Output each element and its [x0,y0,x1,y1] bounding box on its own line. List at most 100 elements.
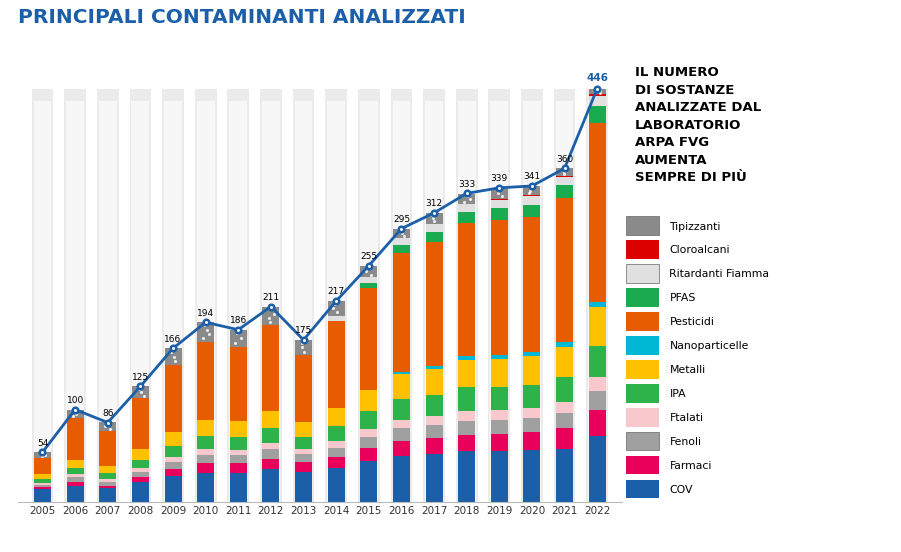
Bar [130,88,151,502]
Bar [521,88,542,502]
Bar [393,456,410,502]
Bar [556,347,573,378]
Text: 125: 125 [132,373,149,382]
Bar [230,330,247,347]
Bar [327,101,345,502]
Text: 100: 100 [67,396,84,405]
Bar [556,101,574,502]
Bar [523,356,541,385]
Bar [262,411,279,428]
Bar [328,426,345,441]
Bar [425,101,443,502]
Bar [626,456,659,474]
Bar [132,449,149,460]
Bar [491,208,508,220]
Text: 217: 217 [328,288,345,296]
Bar [34,474,51,479]
Bar [393,253,410,371]
Bar [328,448,345,457]
Bar [491,199,508,200]
Bar [328,301,345,316]
Bar [295,422,312,437]
Bar [262,101,280,502]
Bar [360,461,378,502]
Bar [491,452,508,502]
Text: 186: 186 [230,316,247,325]
Bar [164,101,182,502]
Bar [328,468,345,502]
Text: 333: 333 [458,180,476,189]
Bar [67,486,84,502]
Text: 339: 339 [491,174,508,183]
Bar [360,266,378,277]
Bar [491,200,508,208]
Bar [626,312,659,331]
Bar [425,242,442,365]
Bar [325,88,347,502]
Bar [360,390,378,411]
Bar [588,94,605,96]
Bar [393,238,410,245]
Bar [588,436,605,502]
Text: Ftalati: Ftalati [669,413,704,423]
Bar [523,408,541,418]
Bar [97,88,119,502]
Bar [459,452,475,502]
Bar [523,432,541,450]
Bar [556,176,573,177]
Bar [588,346,605,377]
Bar [197,322,214,342]
Bar [34,479,51,483]
Bar [556,402,573,413]
Bar [523,418,541,432]
Bar [588,391,605,410]
Bar [295,449,312,454]
Bar [165,365,181,432]
Bar [295,471,312,502]
Bar [197,449,214,455]
Bar [491,220,508,355]
Bar [262,459,279,469]
Bar [230,437,247,449]
Bar [132,468,149,472]
Bar [132,472,149,477]
Bar [67,482,84,486]
Bar [459,224,475,356]
Bar [626,432,659,450]
Bar [556,413,573,428]
Text: 341: 341 [523,172,541,181]
Text: 194: 194 [197,309,214,318]
Bar [393,441,410,456]
Bar [523,450,541,502]
Bar [34,483,51,485]
Bar [556,378,573,402]
Bar [227,88,250,502]
Bar [459,204,475,212]
Text: IPA: IPA [669,389,686,399]
Bar [588,107,605,123]
Bar [295,454,312,463]
Bar [556,449,573,502]
Bar [99,474,116,479]
Bar [588,96,605,107]
Bar [459,421,475,434]
Bar [393,229,410,238]
Text: PRINCIPALI CONTAMINANTI ANALIZZATI: PRINCIPALI CONTAMINANTI ANALIZZATI [18,8,466,27]
Text: 295: 295 [393,215,410,224]
Bar [328,321,345,408]
Text: COV: COV [669,485,693,495]
Bar [360,284,378,288]
Bar [626,336,659,355]
Bar [425,438,442,454]
Bar [556,168,573,176]
Bar [165,446,181,457]
Bar [99,482,116,486]
Text: IL NUMERO
DI SOSTANZE
ANALIZZATE DAL
LABORATORIO
ARPA FVG
AUMENTA
SEMPRE DI PIÙ: IL NUMERO DI SOSTANZE ANALIZZATE DAL LAB… [635,66,761,184]
Bar [295,463,312,471]
Text: 166: 166 [164,335,182,344]
Bar [523,385,541,408]
Bar [554,88,576,502]
Bar [393,400,410,420]
Bar [459,194,475,204]
Bar [99,486,116,489]
